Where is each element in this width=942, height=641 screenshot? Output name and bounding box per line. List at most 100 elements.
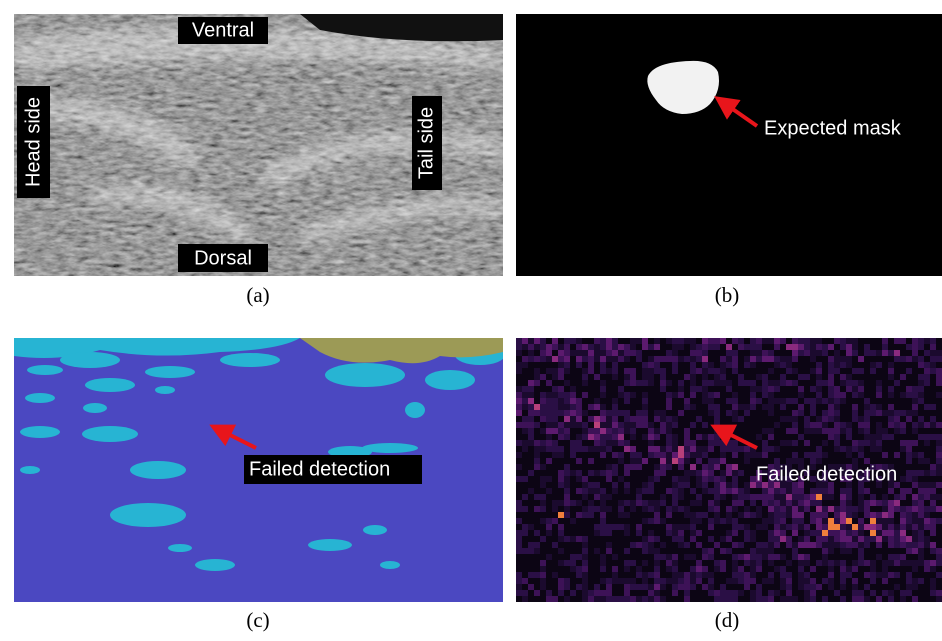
heatmap-cell (810, 530, 816, 536)
heatmap-cell (600, 434, 606, 440)
heatmap-cell (582, 428, 588, 434)
heatmap-cell (936, 446, 942, 452)
heatmap-cell (936, 482, 942, 488)
heatmap-cell (900, 440, 906, 446)
heatmap-cell (876, 512, 882, 518)
heatmap-cell (624, 410, 630, 416)
heatmap-cell (816, 338, 822, 344)
heatmap-cell (630, 500, 636, 506)
heatmap-cell (840, 572, 846, 578)
heatmap-cell (612, 422, 618, 428)
heatmap-cell (534, 590, 540, 596)
heatmap-cell (768, 512, 774, 518)
heatmap-cell (864, 596, 870, 602)
heatmap-cell (612, 554, 618, 560)
heatmap-cell (600, 440, 606, 446)
heatmap-cell (714, 482, 720, 488)
heatmap-cell (876, 446, 882, 452)
heatmap-cell (600, 446, 606, 452)
heatmap-cell (900, 374, 906, 380)
heatmap-cell (534, 452, 540, 458)
heatmap-cell (930, 356, 936, 362)
heatmap-cell (576, 458, 582, 464)
heatmap-cell (576, 470, 582, 476)
heatmap-cell (642, 344, 648, 350)
heatmap-cell (660, 416, 666, 422)
heatmap-cell (732, 572, 738, 578)
heatmap-cell (828, 530, 834, 536)
heatmap-cell (588, 350, 594, 356)
heatmap-cell (870, 404, 876, 410)
heatmap-cell (582, 446, 588, 452)
heatmap-cell (744, 494, 750, 500)
heatmap-cell (792, 518, 798, 524)
heatmap-cell (786, 536, 792, 542)
heatmap-cell (870, 350, 876, 356)
heatmap-cell (528, 344, 534, 350)
heatmap-cell (852, 350, 858, 356)
heatmap-cell (828, 572, 834, 578)
heatmap-cell (756, 452, 762, 458)
heatmap-cell (780, 500, 786, 506)
heatmap-cell (930, 524, 936, 530)
heatmap-cell (690, 572, 696, 578)
heatmap-cell (708, 392, 714, 398)
heatmap-cell (564, 380, 570, 386)
heatmap-cell (672, 452, 678, 458)
heatmap-cell (852, 410, 858, 416)
heatmap-cell (606, 470, 612, 476)
heatmap-cell (744, 506, 750, 512)
heatmap-cell (798, 542, 804, 548)
heatmap-cell (552, 542, 558, 548)
heatmap-cell (576, 488, 582, 494)
heatmap-cell (786, 560, 792, 566)
heatmap-cell (930, 368, 936, 374)
heatmap-cell (828, 434, 834, 440)
heatmap-cell (654, 362, 660, 368)
heatmap-cell (564, 410, 570, 416)
heatmap-cell (660, 428, 666, 434)
heatmap-cell (900, 524, 906, 530)
heatmap-cell (732, 464, 738, 470)
heatmap-cell (642, 362, 648, 368)
heatmap-cell (798, 344, 804, 350)
heatmap-cell (786, 488, 792, 494)
orientation-label: Ventral (192, 19, 254, 41)
heatmap-cell (690, 380, 696, 386)
heatmap-cell (654, 596, 660, 602)
heatmap-cell (684, 584, 690, 590)
heatmap-cell (930, 470, 936, 476)
heatmap-cell (822, 596, 828, 602)
heatmap-cell (726, 410, 732, 416)
heatmap-cell (696, 572, 702, 578)
heatmap-cell (780, 404, 786, 410)
heatmap-cell (690, 500, 696, 506)
heatmap-cell (702, 386, 708, 392)
heatmap-cell (720, 446, 726, 452)
heatmap-cell (822, 578, 828, 584)
heatmap-cell (534, 494, 540, 500)
heatmap-cell (570, 452, 576, 458)
heatmap-cell (786, 440, 792, 446)
heatmap-cell (654, 338, 660, 344)
heatmap-cell (930, 464, 936, 470)
heatmap-cell (906, 476, 912, 482)
heatmap-cell (660, 368, 666, 374)
heatmap-cell (828, 488, 834, 494)
heatmap-cell (906, 590, 912, 596)
heatmap-cell (858, 560, 864, 566)
heatmap-cell (594, 428, 600, 434)
heatmap-cell (714, 560, 720, 566)
heatmap-cell (750, 596, 756, 602)
heatmap-cell (732, 476, 738, 482)
heatmap-cell (528, 392, 534, 398)
heatmap-cell (756, 338, 762, 344)
heatmap-cell (930, 578, 936, 584)
heatmap-cell (864, 584, 870, 590)
heatmap-cell (828, 566, 834, 572)
heatmap-cell (912, 404, 918, 410)
heatmap-cell (894, 428, 900, 434)
heatmap-cell (546, 524, 552, 530)
heatmap-cell (750, 494, 756, 500)
heatmap-cell (522, 344, 528, 350)
